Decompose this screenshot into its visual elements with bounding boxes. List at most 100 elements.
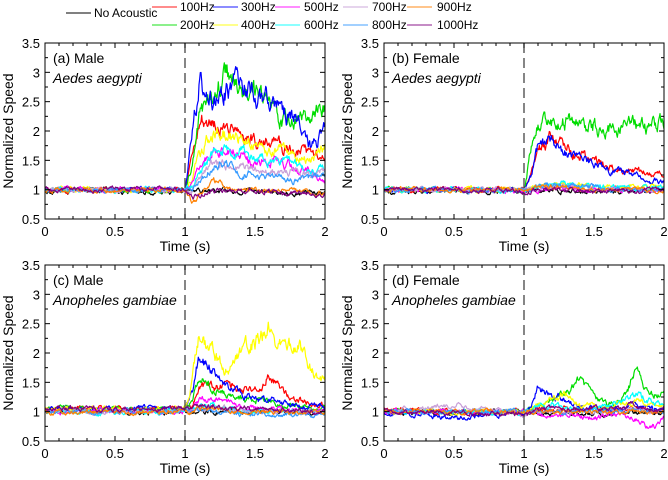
- y-axis-label: Normalized Speed: [339, 73, 355, 188]
- x-tick-label: 0: [380, 446, 387, 461]
- x-tick-label: 0.5: [445, 446, 463, 461]
- panel-species: Anopheles gambiae: [52, 292, 177, 308]
- y-tick-label: 2: [372, 124, 379, 139]
- y-tick-label: 3.5: [22, 258, 40, 273]
- y-tick-label: 1: [33, 183, 40, 198]
- y-tick-label: 3: [33, 287, 40, 302]
- y-axis-label: Normalized Speed: [0, 73, 16, 188]
- y-tick-label: 2: [33, 346, 40, 361]
- legend-label: No Acoustic: [94, 6, 157, 20]
- legend-label: 500Hz: [304, 0, 339, 14]
- legend-label: 900Hz: [437, 0, 472, 14]
- legend-item: 700Hz: [343, 0, 407, 14]
- y-tick-label: 2: [372, 346, 379, 361]
- y-tick-label: 3: [372, 65, 379, 80]
- x-tick-label: 1: [181, 224, 188, 239]
- series-line-700hz: [45, 159, 325, 194]
- legend-item: No Acoustic: [66, 6, 157, 20]
- x-tick-label: 0: [380, 224, 387, 239]
- ticks: [383, 42, 665, 220]
- panel-label: (b) Female: [392, 50, 460, 66]
- y-tick-label: 2: [33, 124, 40, 139]
- series-group: [45, 62, 325, 204]
- y-tick-label: 0.5: [22, 434, 40, 449]
- series-group: [384, 111, 664, 196]
- x-tick-label: 0.5: [106, 446, 124, 461]
- series-line-900hz: [384, 407, 664, 416]
- legend-label: 200Hz: [180, 18, 215, 32]
- ticks: [383, 264, 665, 442]
- panel-label: (a) Male: [53, 50, 105, 66]
- series-line-400hz: [45, 321, 325, 413]
- series-line-800hz: [45, 406, 325, 419]
- legend-label: 400Hz: [241, 18, 276, 32]
- legend-item: 500Hz: [275, 0, 339, 14]
- x-tick-label: 0: [41, 446, 48, 461]
- x-axis-label: Time (s): [160, 238, 211, 254]
- y-tick-label: 0.5: [361, 212, 379, 227]
- x-tick-label: 1.5: [585, 446, 603, 461]
- y-tick-label: 3: [33, 65, 40, 80]
- legend-label: 1000Hz: [437, 18, 478, 32]
- legend-item: 300Hz: [213, 0, 276, 14]
- x-tick-label: 2: [321, 224, 328, 239]
- x-axis-label: Time (s): [499, 460, 550, 476]
- panel-label: (d) Female: [392, 272, 460, 288]
- panel-label: (c) Male: [53, 272, 104, 288]
- legend: No Acoustic 100Hz 200Hz 300Hz 400Hz 500Hz 600H…: [66, 0, 478, 32]
- y-tick-label: 3: [372, 287, 379, 302]
- x-tick-label: 0.5: [445, 224, 463, 239]
- x-tick-label: 0.5: [106, 224, 124, 239]
- y-tick-label: 1.5: [361, 153, 379, 168]
- x-tick-label: 2: [660, 446, 667, 461]
- y-tick-label: 0.5: [22, 212, 40, 227]
- y-tick-label: 0.5: [361, 434, 379, 449]
- y-tick-label: 2.5: [361, 317, 379, 332]
- x-tick-label: 2: [321, 446, 328, 461]
- legend-item: 100Hz: [152, 0, 215, 14]
- y-axis-label: Normalized Speed: [339, 295, 355, 410]
- panel-species: Aedes aegypti: [52, 70, 143, 86]
- legend-label: 300Hz: [241, 0, 276, 14]
- y-tick-label: 1: [372, 183, 379, 198]
- series-line-1000hz: [45, 185, 325, 200]
- y-tick-label: 1.5: [361, 375, 379, 390]
- x-tick-label: 1.5: [246, 446, 264, 461]
- panel-species: Anopheles gambiae: [391, 292, 516, 308]
- x-tick-label: 2: [660, 224, 667, 239]
- x-tick-label: 0: [41, 224, 48, 239]
- legend-item: 1000Hz: [407, 18, 478, 32]
- legend-label: 800Hz: [372, 18, 407, 32]
- legend-item: 900Hz: [407, 0, 472, 14]
- legend-item: 800Hz: [343, 18, 407, 32]
- panel-species: Aedes aegypti: [391, 70, 482, 86]
- y-tick-label: 1.5: [22, 153, 40, 168]
- x-tick-label: 1: [520, 446, 527, 461]
- y-tick-label: 3.5: [361, 36, 379, 51]
- x-tick-label: 1: [181, 446, 188, 461]
- y-tick-label: 1: [372, 405, 379, 420]
- y-tick-label: 3.5: [361, 258, 379, 273]
- x-tick-label: 1.5: [585, 224, 603, 239]
- y-tick-label: 2.5: [22, 95, 40, 110]
- ticks: [44, 42, 326, 220]
- legend-label: 600Hz: [304, 18, 339, 32]
- y-tick-label: 2.5: [361, 95, 379, 110]
- x-axis-label: Time (s): [160, 460, 211, 476]
- legend-item: 400Hz: [213, 18, 276, 32]
- x-axis-label: Time (s): [499, 238, 550, 254]
- legend-label: 700Hz: [372, 0, 407, 14]
- y-tick-label: 1: [33, 405, 40, 420]
- legend-item: 600Hz: [275, 18, 339, 32]
- x-tick-label: 1.5: [246, 224, 264, 239]
- y-tick-label: 3.5: [22, 36, 40, 51]
- legend-item: 200Hz: [152, 18, 215, 32]
- legend-label: 100Hz: [180, 0, 215, 14]
- y-tick-label: 1.5: [22, 375, 40, 390]
